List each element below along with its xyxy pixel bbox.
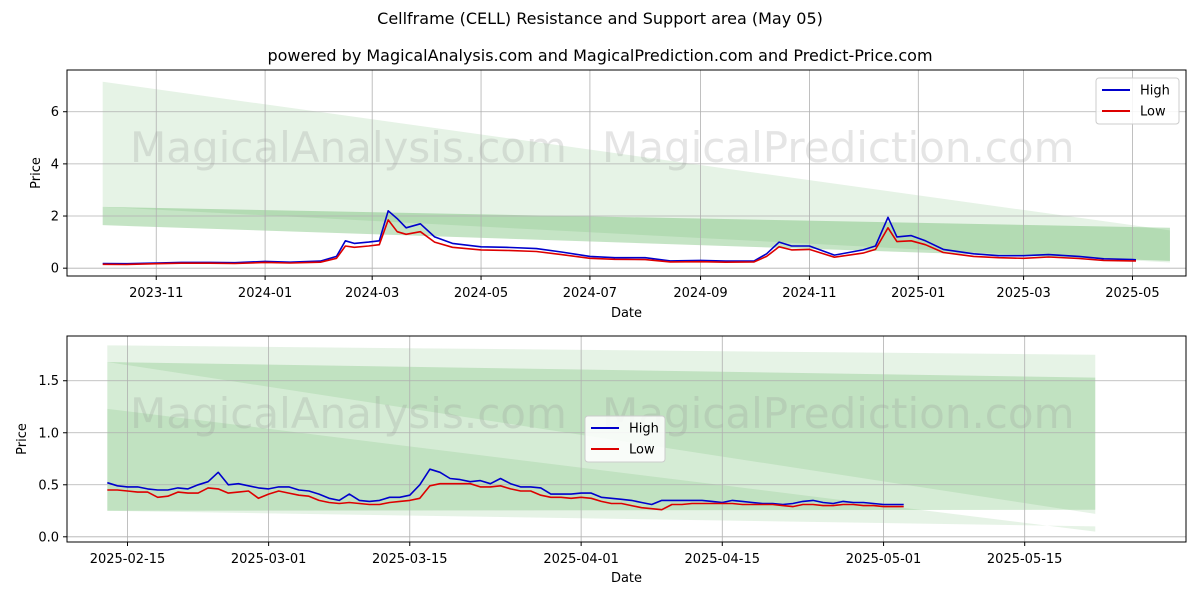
y-tick-label: 2: [51, 210, 59, 225]
x-tick-label: 2024-03: [345, 286, 399, 301]
x-tick-label: 2025-03: [996, 286, 1050, 301]
legend: High Low: [584, 415, 666, 463]
y-tick-label: 0.5: [38, 478, 59, 493]
x-tick-label: 2025-05-15: [987, 552, 1063, 567]
plot-area: [67, 70, 1186, 276]
y-tick-label: 0.0: [38, 530, 59, 545]
x-axis-label: Date: [611, 571, 642, 586]
band-area-0: [102, 81, 1170, 263]
x-tick-label: 2024-01: [238, 286, 292, 301]
x-tick-label: 2025-04-01: [543, 552, 619, 567]
series-line-low: [107, 482, 904, 511]
legend-label-low: Low: [629, 443, 655, 458]
chart-subtitle: powered by MagicalAnalysis.com and Magic…: [267, 46, 933, 65]
x-axis-label: Date: [611, 306, 642, 321]
watermark-text: MagicalPrediction.com: [602, 389, 1075, 438]
y-axis-label: Price: [15, 423, 30, 455]
x-tick-label: 2024-11: [782, 286, 836, 301]
y-tick-label: 1.0: [38, 426, 59, 441]
y-axis-label: Price: [29, 157, 44, 189]
chart-title: Cellframe (CELL) Resistance and Support …: [377, 9, 823, 28]
y-tick-label: 1.5: [38, 374, 59, 389]
series-line-high: [102, 210, 1137, 265]
x-tick-label: 2025-01: [891, 286, 945, 301]
legend: High Low: [1095, 77, 1180, 125]
x-tick-label: 2025-05-01: [846, 552, 922, 567]
y-tick-label: 6: [51, 105, 59, 120]
chart-panel-bottom: MagicalAnalysis.com MagicalPrediction.com…: [15, 335, 1187, 586]
y-tick-label: 4: [51, 157, 59, 172]
x-tick-label: 2025-03-01: [231, 552, 307, 567]
x-tick-label: 2024-09: [673, 286, 727, 301]
x-tick-label: 2025-04-15: [684, 552, 760, 567]
legend-label-high: High: [1140, 84, 1170, 99]
series-line-low: [102, 219, 1136, 266]
chart-panel-top: MagicalAnalysis.com MagicalPrediction.com…: [29, 69, 1187, 321]
x-tick-label: 2024-05: [454, 286, 508, 301]
x-tick-label: 2025-05: [1105, 286, 1159, 301]
band-area-1: [102, 206, 1170, 261]
x-tick-label: 2023-11: [129, 286, 183, 301]
axes-frame: [66, 69, 1187, 277]
y-tick-label: 0: [51, 262, 59, 277]
legend-label-low: Low: [1140, 105, 1166, 120]
axes-frame: [66, 335, 1187, 543]
watermark-text: MagicalPrediction.com: [602, 123, 1075, 172]
x-tick-label: 2025-02-15: [90, 552, 166, 567]
watermark-text: MagicalAnalysis.com: [130, 389, 567, 438]
band-area-1: [107, 408, 1096, 532]
x-tick-label: 2025-03-15: [372, 552, 448, 567]
x-tick-label: 2024-07: [563, 286, 617, 301]
series-line-high: [107, 468, 904, 506]
legend-label-high: High: [629, 422, 659, 437]
watermark-text: MagicalAnalysis.com: [130, 123, 567, 172]
